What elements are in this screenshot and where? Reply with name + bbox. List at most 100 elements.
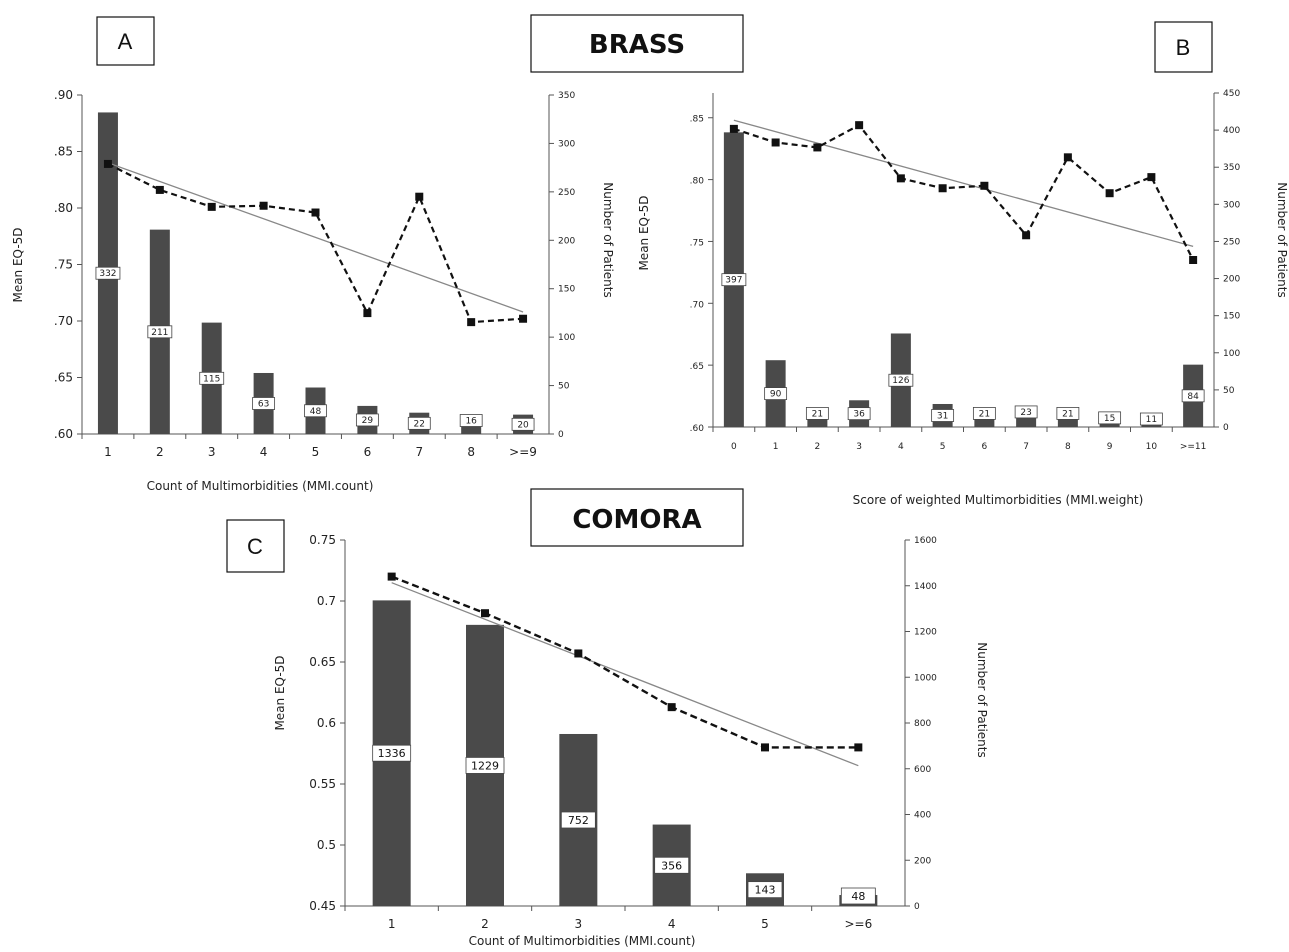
y-tick-label-c: 0.7 xyxy=(317,594,336,608)
bar-label-b: 21 xyxy=(979,409,990,419)
x-tick-label-a: 7 xyxy=(415,445,423,459)
mean-eq5d-point-c xyxy=(481,609,489,618)
mean-eq5d-point-c xyxy=(667,703,676,712)
x-tick-label-b: >=11 xyxy=(1180,442,1207,452)
x-tick-label-c: 2 xyxy=(481,917,489,931)
bar-label-b: 31 xyxy=(937,411,948,421)
bar-label-c: 1336 xyxy=(378,747,406,760)
title-brass-text: BRASS xyxy=(589,30,685,60)
x-tick-label-b: 6 xyxy=(982,442,988,452)
panel-tag-b: B xyxy=(1154,21,1213,73)
bar-label-a: 29 xyxy=(362,416,374,426)
bar-label-box-c xyxy=(654,856,690,874)
y-tick-label-c: 0.75 xyxy=(309,533,336,547)
title-brass: BRASS xyxy=(530,14,744,73)
y2-tick-label-c: 800 xyxy=(914,719,931,729)
x-tick-label-b: 5 xyxy=(940,442,946,452)
x-tick-label-b: 7 xyxy=(1023,442,1029,452)
y-axis-label-b: Mean EQ-5D xyxy=(637,195,651,270)
bar-label-box-a xyxy=(511,417,535,431)
y2-tick-label-b: 450 xyxy=(1223,89,1240,99)
mean-eq5d-point-a xyxy=(259,201,268,210)
mean-eq5d-point-b xyxy=(980,181,989,190)
y-tick-label-a: .80 xyxy=(54,201,73,215)
mean-eq5d-point-a xyxy=(155,185,164,194)
bar-label-box-b xyxy=(931,409,955,422)
x-tick-label-a: 8 xyxy=(467,445,475,459)
mean-eq5d-line-b xyxy=(733,123,1195,261)
y-tick-label-b: .85 xyxy=(690,115,704,125)
x-axis-label-b: Score of weighted Multimorbidities (MMI.… xyxy=(853,493,1144,507)
bar-label-a: 211 xyxy=(151,328,168,338)
y-tick-label-a: .65 xyxy=(54,371,73,385)
bar-label-b: 90 xyxy=(770,390,782,400)
mean-eq5d-point-a xyxy=(467,318,476,327)
x-tick-label-c: 4 xyxy=(668,917,676,931)
bar-label-box-b xyxy=(805,407,829,420)
y-axis-label-c: Mean EQ-5D xyxy=(273,655,287,730)
x-tick-label-b: 2 xyxy=(815,442,821,452)
bar-label-box-b xyxy=(764,387,788,401)
x-tick-label-b: 8 xyxy=(1065,442,1071,452)
bar-label-box-b xyxy=(1098,411,1122,425)
x-tick-label-a: 6 xyxy=(364,445,372,459)
bar-label-box-a xyxy=(199,371,225,385)
bar-label-b: 36 xyxy=(853,410,865,420)
chart-c: 0.45 0.5 0.55 0.6 0.65 0.7 0.75 0 200 400 600 800 10… xyxy=(273,533,989,948)
mean-eq5d-point-c xyxy=(574,649,583,658)
bar-label-a: 20 xyxy=(517,420,529,430)
x-tick-label-a: >=9 xyxy=(509,445,537,459)
y-tick-label-a: .75 xyxy=(54,258,73,272)
y2-tick-label-c: 1200 xyxy=(914,628,937,638)
title-comora: COMORA xyxy=(530,488,744,547)
x-tick-label-a: 5 xyxy=(312,445,320,459)
bar-label-b: 21 xyxy=(1062,409,1073,419)
bar-label-b: 15 xyxy=(1104,414,1115,424)
mean-eq5d-line-c xyxy=(391,575,859,749)
x-tick-label-b: 10 xyxy=(1146,442,1158,452)
mean-eq5d-point-a xyxy=(415,192,424,201)
bar-label-box-b xyxy=(721,273,747,287)
x-tick-label-b: 4 xyxy=(898,442,904,452)
panel-tag-c-text: C xyxy=(247,534,263,559)
bar-label-box-b xyxy=(1181,389,1205,403)
y2-tick-label-b: 150 xyxy=(1223,312,1240,322)
y2-tick-label-a: 300 xyxy=(558,139,575,149)
bar-label-b: 126 xyxy=(892,376,909,386)
y2-tick-label-b: 50 xyxy=(1223,386,1235,396)
y2-axis-label-b: Number of Patients xyxy=(1275,182,1289,297)
x-axis-label-c: Count of Multimorbidities (MMI.count) xyxy=(469,934,696,948)
bar-label-c: 1229 xyxy=(471,759,499,772)
bar-label-box-b xyxy=(972,407,996,420)
x-tick-label-a: 3 xyxy=(208,445,216,459)
mean-eq5d-point-c xyxy=(761,743,769,752)
mean-eq5d-point-b xyxy=(1022,231,1031,240)
bar-label-box-b xyxy=(1139,412,1163,426)
y2-tick-label-c: 1400 xyxy=(914,582,937,592)
title-comora-text: COMORA xyxy=(572,505,701,535)
bar-label-box-c xyxy=(372,744,412,762)
y2-tick-label-a: 150 xyxy=(558,285,575,295)
bar-label-a: 22 xyxy=(414,419,425,429)
bar-label-box-a xyxy=(252,397,276,410)
bar-label-a: 115 xyxy=(203,374,220,384)
panel-tag-a-text: A xyxy=(118,29,133,54)
bar-label-a: 16 xyxy=(465,417,477,427)
x-tick-label-b: 3 xyxy=(856,442,862,452)
y2-tick-label-b: 400 xyxy=(1223,126,1240,136)
mean-eq5d-point-a xyxy=(207,202,216,211)
y2-tick-label-a: 200 xyxy=(558,236,575,246)
x-tick-label-b: 0 xyxy=(731,442,737,452)
bar-label-box-a xyxy=(355,413,379,427)
panel-tag-c: C xyxy=(226,519,285,573)
mean-eq5d-point-a xyxy=(519,314,528,323)
y-tick-label-b: .75 xyxy=(690,238,704,248)
y2-axis-label-a: Number of Patients xyxy=(601,182,615,297)
bar-label-box-c xyxy=(560,811,596,829)
x-tick-label-c: 3 xyxy=(575,917,583,931)
y2-tick-label-c: 600 xyxy=(914,765,931,775)
bar-label-box-a xyxy=(95,266,121,280)
mean-eq5d-point-c xyxy=(854,743,863,752)
y-tick-label-b: .80 xyxy=(690,177,705,187)
y-tick-label-a: .60 xyxy=(54,427,73,441)
